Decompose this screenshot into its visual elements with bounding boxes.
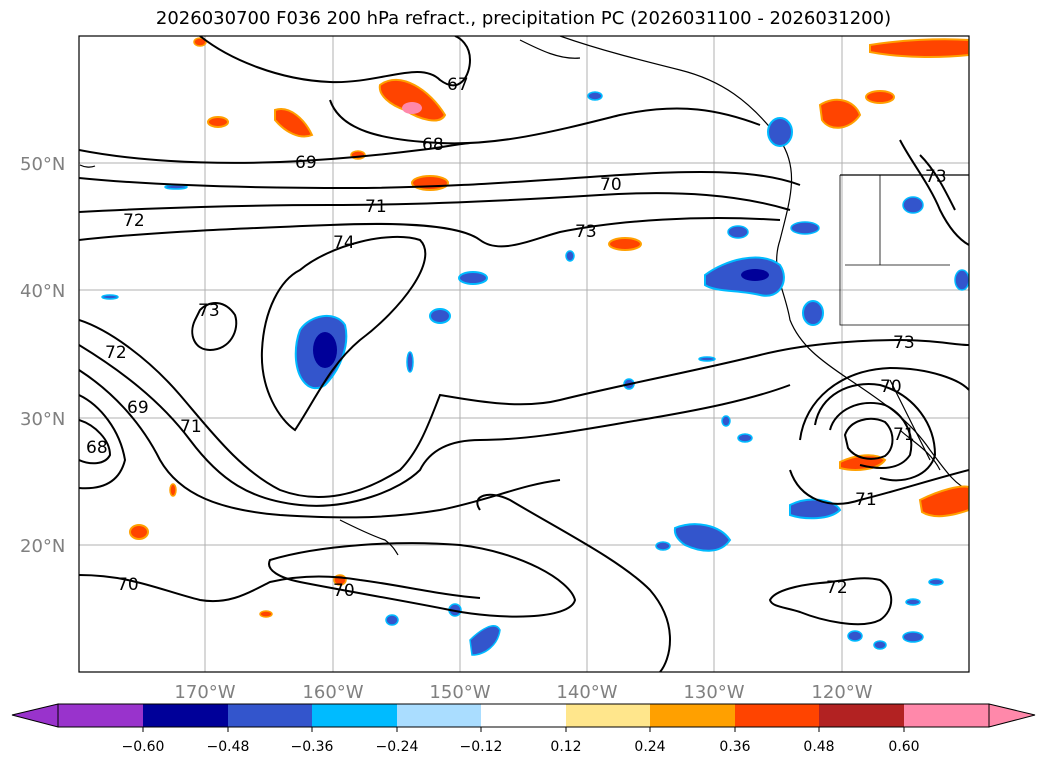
latitude-labels: 50°N 40°N 30°N 20°N <box>20 154 65 557</box>
contour-labels: 67 68 69 70 71 72 73 74 73 72 71 69 68 7… <box>86 75 947 601</box>
colorbar-tick: −0.48 <box>207 739 250 755</box>
contour-label-71d: 71 <box>893 425 915 445</box>
lat-label-30n: 30°N <box>20 409 65 430</box>
contour-label-69b: 69 <box>127 398 149 418</box>
contour-label-72b: 72 <box>105 343 127 363</box>
colorbar-swatch <box>228 704 312 727</box>
colorbar-tick: 0.48 <box>803 739 834 755</box>
contour-label-72c: 72 <box>826 578 848 598</box>
colorbar: −0.60 −0.48 −0.36 −0.24 −0.12 0.12 0.24 … <box>11 703 1036 755</box>
contour-label-70b: 70 <box>117 575 139 595</box>
longitude-labels: 170°W 160°W 150°W 140°W 130°W 120°W <box>174 682 872 703</box>
lon-label-150w: 150°W <box>429 682 490 703</box>
contour-label-71: 71 <box>365 197 387 217</box>
map-frame <box>78 35 970 673</box>
contour-label-67: 67 <box>447 75 469 95</box>
contour-label-73b: 73 <box>198 301 220 321</box>
lon-label-130w: 130°W <box>683 682 744 703</box>
contour-label-73d: 73 <box>925 167 947 187</box>
contour-label-73: 73 <box>575 222 597 242</box>
colorbar-tick: −0.36 <box>291 739 334 755</box>
coastlines <box>79 36 969 556</box>
contour-label-70c: 70 <box>333 581 355 601</box>
contour-label-68: 68 <box>422 135 444 155</box>
colorbar-swatch <box>650 704 735 727</box>
colorbar-swatch <box>904 704 989 727</box>
colorbar-outline <box>57 703 990 728</box>
colorbar-swatch <box>312 704 397 727</box>
colorbar-tick: 0.60 <box>888 739 919 755</box>
map-title: 2026030700 F036 200 hPa refract., precip… <box>155 8 892 29</box>
colorbar-tick: −0.60 <box>122 739 165 755</box>
colorbar-tick: 0.12 <box>550 739 581 755</box>
contour-label-70d: 70 <box>880 377 902 397</box>
colorbar-tick: −0.24 <box>376 739 419 755</box>
lat-label-40n: 40°N <box>20 281 65 302</box>
contour-label-74: 74 <box>333 233 355 253</box>
colorbar-tick: 0.36 <box>719 739 750 755</box>
contour-label-70: 70 <box>600 175 622 195</box>
colorbar-swatch <box>397 704 481 727</box>
lat-label-20n: 20°N <box>20 536 65 557</box>
colorbar-min-extend <box>11 703 59 728</box>
lon-label-170w: 170°W <box>174 682 235 703</box>
colorbar-swatch <box>58 704 143 727</box>
lon-label-160w: 160°W <box>302 682 363 703</box>
refractivity-contours <box>79 36 969 672</box>
map-area <box>79 36 969 672</box>
colorbar-max-extend <box>988 703 1036 728</box>
contour-label-73c: 73 <box>893 333 915 353</box>
contour-label-71b: 71 <box>180 417 202 437</box>
contour-label-69: 69 <box>295 153 317 173</box>
colorbar-tick: 0.24 <box>634 739 665 755</box>
contour-label-71c: 71 <box>855 490 877 510</box>
lon-label-120w: 120°W <box>811 682 872 703</box>
graticule <box>79 36 969 672</box>
colorbar-swatch <box>481 704 566 727</box>
precip-cool <box>101 91 969 656</box>
contour-label-72: 72 <box>123 211 145 231</box>
lat-label-50n: 50°N <box>20 154 65 175</box>
colorbar-tick: −0.12 <box>460 739 503 755</box>
colorbar-swatch <box>735 704 819 727</box>
contour-label-68b: 68 <box>86 438 108 458</box>
colorbar-swatch <box>143 704 228 727</box>
lon-label-140w: 140°W <box>556 682 617 703</box>
colorbar-swatch <box>566 704 650 727</box>
colorbar-swatch <box>819 704 904 727</box>
